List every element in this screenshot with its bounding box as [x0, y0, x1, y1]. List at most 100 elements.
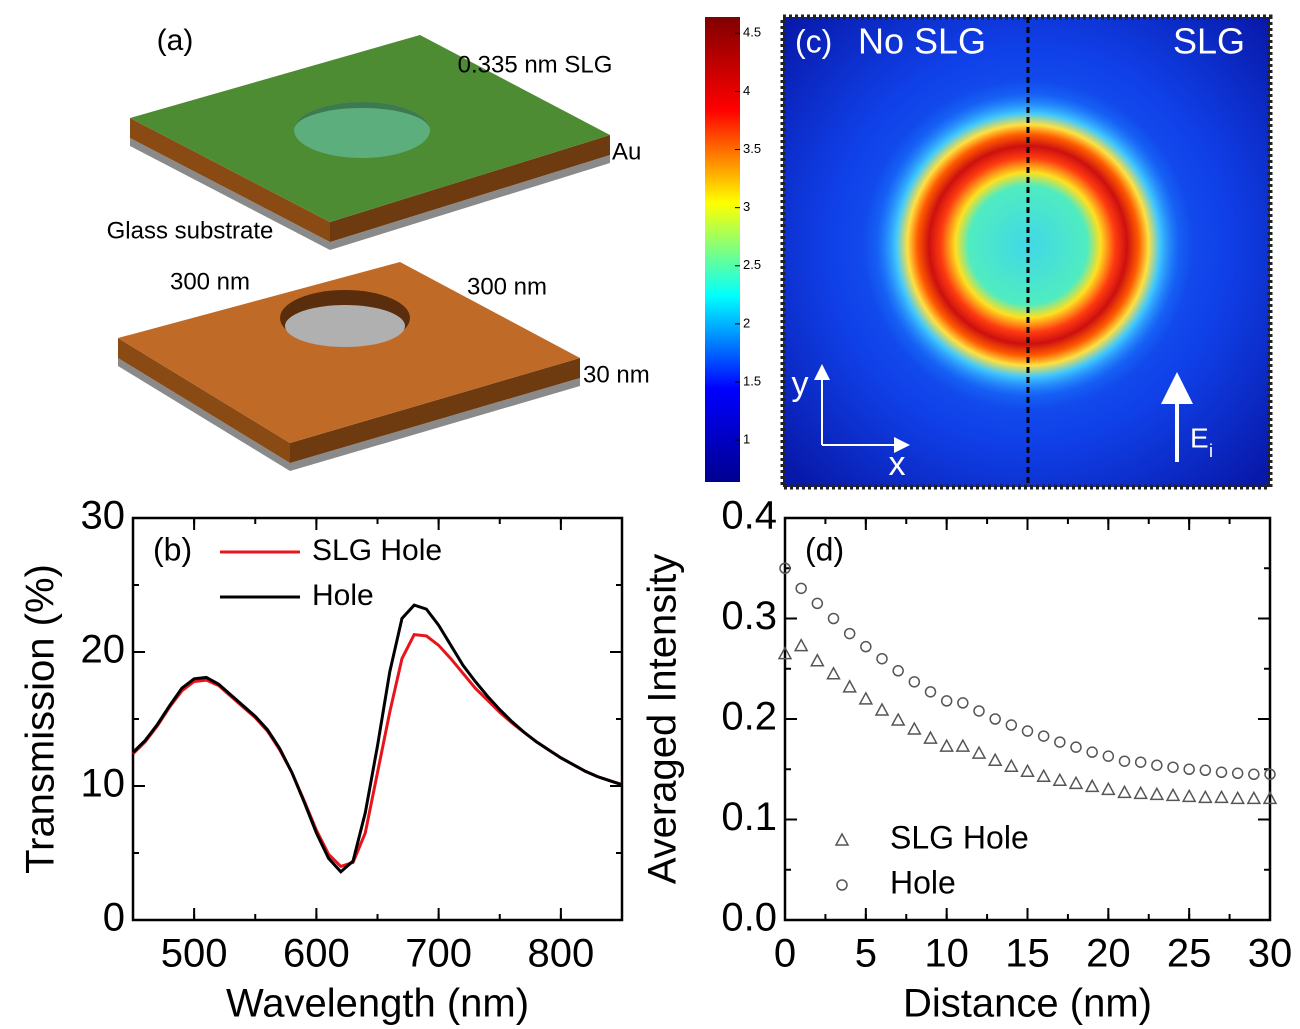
- colorbar-tick-label: 1.5: [743, 373, 761, 388]
- scatter-marker: [1217, 767, 1227, 777]
- x-tick-label: 30: [1248, 932, 1293, 976]
- scatter-marker: [942, 696, 952, 706]
- axis-arrow-label: y: [792, 365, 809, 403]
- x-tick-label: 500: [161, 932, 228, 976]
- x-tick-label: 5: [855, 932, 877, 976]
- x-tick-label: 15: [1005, 932, 1050, 976]
- scatter-marker: [1151, 788, 1163, 799]
- scatter-marker: [796, 583, 806, 593]
- scatter-marker: [1120, 756, 1130, 766]
- y-axis-title: Averaged Intensity: [641, 554, 685, 885]
- y-tick-label: 0.3: [721, 594, 777, 638]
- panel-label: (d): [805, 531, 844, 567]
- colorbar-tick-label: 1: [743, 432, 750, 447]
- scatter-marker: [1249, 769, 1259, 779]
- field-map: [783, 17, 1270, 487]
- colorbar-tick-label: 3.5: [743, 141, 761, 156]
- x-tick-label: 20: [1086, 932, 1131, 976]
- panel-title: No SLG: [858, 21, 986, 62]
- scatter-marker: [811, 655, 823, 666]
- legend-label: SLG Hole: [890, 819, 1029, 855]
- panel-label: (c): [795, 23, 832, 59]
- x-tick-label: 800: [528, 932, 595, 976]
- y-tick-label: 0: [103, 896, 125, 940]
- colorbar-tick-label: 4: [743, 83, 750, 98]
- scatter-marker: [1248, 792, 1260, 803]
- layer-label: Au: [612, 138, 641, 165]
- scatter-marker: [795, 640, 807, 651]
- colorbar-tick-label: 4.5: [743, 25, 761, 40]
- y-axis-title: Transmission (%): [19, 564, 63, 874]
- y-tick-label: 30: [81, 494, 126, 538]
- dimension-label: 300 nm: [467, 273, 547, 300]
- layer-label: 0.335 nm SLG: [458, 51, 613, 78]
- y-tick-label: 0.2: [721, 695, 777, 739]
- legend-label: SLG Hole: [312, 534, 442, 567]
- x-tick-label: 700: [405, 932, 472, 976]
- scatter-marker: [1136, 757, 1146, 767]
- scatter-marker: [1135, 787, 1147, 798]
- scatter-marker: [1023, 726, 1033, 736]
- colorbar-tick-label: 2.5: [743, 257, 761, 272]
- y-tick-label: 10: [81, 762, 126, 806]
- scatter-marker: [974, 706, 984, 716]
- scatter-marker: [893, 666, 903, 676]
- scatter-marker: [941, 740, 953, 751]
- plot-frame: [785, 518, 1270, 920]
- scatter-marker: [845, 629, 855, 639]
- x-tick-label: 0: [774, 932, 796, 976]
- scatter-marker: [861, 642, 871, 652]
- colorbar-tick-label: 2: [743, 315, 750, 330]
- scatter-marker: [1102, 783, 1114, 794]
- scatter-marker: [1006, 720, 1016, 730]
- layer-label: Glass substrate: [107, 217, 274, 244]
- scatter-marker: [1039, 731, 1049, 741]
- scatter-marker: [1167, 789, 1179, 800]
- series-line: [133, 605, 622, 872]
- scatter-marker: [1232, 792, 1244, 803]
- scatter-marker: [892, 714, 904, 725]
- scatter-marker: [1200, 765, 1210, 775]
- scatter-marker: [1119, 786, 1131, 797]
- scatter-marker: [989, 754, 1001, 765]
- field-label-sub: i: [1209, 441, 1213, 461]
- y-tick-label: 0.0: [721, 896, 777, 940]
- x-axis-title: Wavelength (nm): [226, 982, 529, 1026]
- x-tick-label: 10: [924, 932, 969, 976]
- scatter-marker: [876, 704, 888, 715]
- panel-title: SLG: [1173, 21, 1245, 62]
- scatter-marker: [926, 687, 936, 697]
- scatter-marker: [1199, 791, 1211, 802]
- scatter-marker: [844, 681, 856, 692]
- scatter-marker: [1054, 774, 1066, 785]
- legend-label: Hole: [312, 579, 374, 612]
- scatter-marker: [958, 698, 968, 708]
- scatter-marker: [908, 723, 920, 734]
- scatter-marker: [1022, 765, 1034, 776]
- scatter-marker: [1184, 764, 1194, 774]
- scatter-marker: [1183, 790, 1195, 801]
- scatter-marker: [1086, 780, 1098, 791]
- figure: (a) 0.335 nm SLG Au Glass substrate 300 …: [0, 0, 1300, 1029]
- scatter-marker: [1038, 770, 1050, 781]
- panel-label: (a): [157, 24, 194, 57]
- legend-marker: [836, 834, 848, 845]
- scatter-marker: [812, 598, 822, 608]
- scatter-marker: [957, 740, 969, 751]
- scatter-marker: [829, 614, 839, 624]
- scatter-marker: [877, 654, 887, 664]
- x-tick-label: 600: [283, 932, 350, 976]
- scatter-marker: [1216, 791, 1228, 802]
- scatter-marker: [1055, 737, 1065, 747]
- plot-frame: [133, 518, 622, 920]
- colorbar-tick-label: 3: [743, 199, 750, 214]
- scatter-marker: [1233, 768, 1243, 778]
- scatter-marker: [1168, 762, 1178, 772]
- scatter-marker: [828, 668, 840, 679]
- dimension-label: 300 nm: [170, 268, 250, 295]
- x-axis-title: Distance (nm): [903, 982, 1152, 1026]
- scatter-marker: [925, 732, 937, 743]
- y-tick-label: 0.1: [721, 795, 777, 839]
- panel-label: (b): [153, 531, 192, 567]
- dimension-label: 30 nm: [583, 361, 650, 388]
